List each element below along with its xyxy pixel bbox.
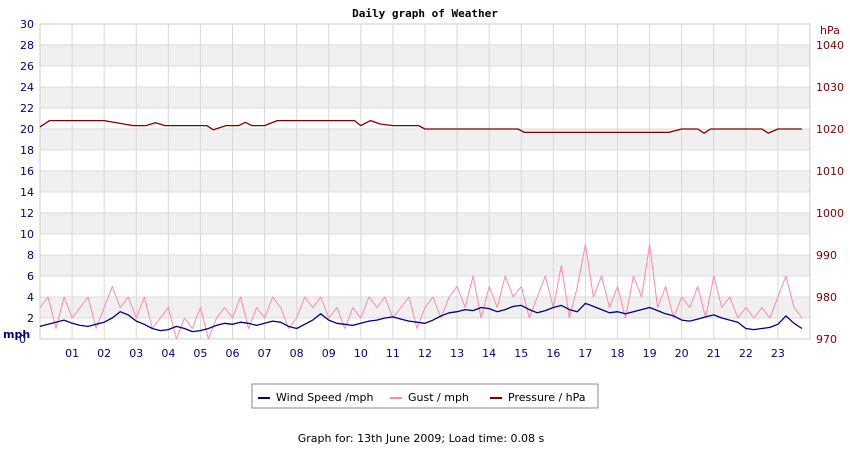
x-tick-label: 12: [418, 347, 432, 360]
left-tick-label: 8: [27, 249, 34, 262]
left-tick-label: 16: [20, 165, 34, 178]
plot-frame: [39, 23, 811, 340]
series-line-pressure: [39, 119, 802, 134]
left-tick-label: 26: [20, 60, 34, 73]
x-tick-label: 11: [386, 347, 400, 360]
x-tick-label: 13: [450, 347, 464, 360]
x-tick-label: 08: [290, 347, 304, 360]
right-tick-label: 980: [816, 291, 837, 304]
x-tick-label: 16: [546, 347, 560, 360]
left-tick-label: 20: [20, 123, 34, 136]
x-tick-label: 23: [771, 347, 785, 360]
right-tick-label: 990: [816, 249, 837, 262]
right-tick-label: 1000: [816, 207, 844, 220]
left-axis-label: mph: [3, 328, 30, 341]
right-tick-label: 970: [816, 333, 837, 346]
right-tick-label: 1020: [816, 123, 844, 136]
x-tick-label: 03: [129, 347, 143, 360]
x-axis-ticks: 01 02 03 04 05 06 07 08 09 10 11 12 13 14 15 16 17 18 19 20…: [65, 347, 785, 360]
legend-label: Pressure / hPa: [508, 391, 586, 404]
x-tick-label: 22: [739, 347, 753, 360]
legend: Wind Speed /mph Gust / mph Pressure / hPa: [258, 391, 586, 404]
x-tick-label: 19: [643, 347, 657, 360]
right-tick-label: 1010: [816, 165, 844, 178]
x-tick-label: 06: [226, 347, 240, 360]
left-tick-label: 14: [20, 186, 34, 199]
x-tick-label: 21: [707, 347, 721, 360]
left-tick-label: 30: [20, 18, 34, 31]
right-tick-label: 1030: [816, 81, 844, 94]
left-tick-label: 0: [19, 333, 26, 346]
grid-lines: [39, 23, 811, 340]
x-tick-label: 17: [578, 347, 592, 360]
x-tick-label: 14: [482, 347, 496, 360]
left-tick-label: 24: [20, 81, 34, 94]
x-tick-label: 04: [161, 347, 175, 360]
series-line-wind-speed: [39, 302, 803, 333]
left-tick-label: 18: [20, 144, 34, 157]
left-tick-label: 28: [20, 39, 34, 52]
right-axis-ticks: 970 980 990 1000 1010 1020 1030 1040: [816, 39, 844, 346]
legend-label: Gust / mph: [408, 391, 469, 404]
x-tick-label: 01: [65, 347, 79, 360]
left-tick-label: 6: [27, 270, 34, 283]
left-tick-label: 12: [20, 207, 34, 220]
legend-box: [251, 383, 599, 409]
footer-text: Graph for: 13th June 2009; Load time: 0.…: [298, 432, 545, 445]
right-tick-label: 1040: [816, 39, 844, 52]
left-tick-label: 10: [20, 228, 34, 241]
left-tick-label: 22: [20, 102, 34, 115]
x-tick-label: 18: [611, 347, 625, 360]
x-tick-label: 10: [354, 347, 368, 360]
left-tick-label: 4: [27, 291, 34, 304]
x-tick-label: 15: [514, 347, 528, 360]
right-axis-label: hPa: [820, 24, 840, 37]
legend-label: Wind Speed /mph: [276, 391, 374, 404]
x-tick-label: 02: [97, 347, 111, 360]
left-tick-label: 2: [27, 312, 34, 325]
x-tick-label: 09: [322, 347, 336, 360]
series-lines: [39, 119, 803, 340]
x-tick-label: 05: [193, 347, 207, 360]
series-line-gust: [39, 244, 803, 340]
x-tick-label: 07: [258, 347, 272, 360]
chart-title: Daily graph of Weather: [352, 7, 498, 20]
x-tick-label: 20: [675, 347, 689, 360]
